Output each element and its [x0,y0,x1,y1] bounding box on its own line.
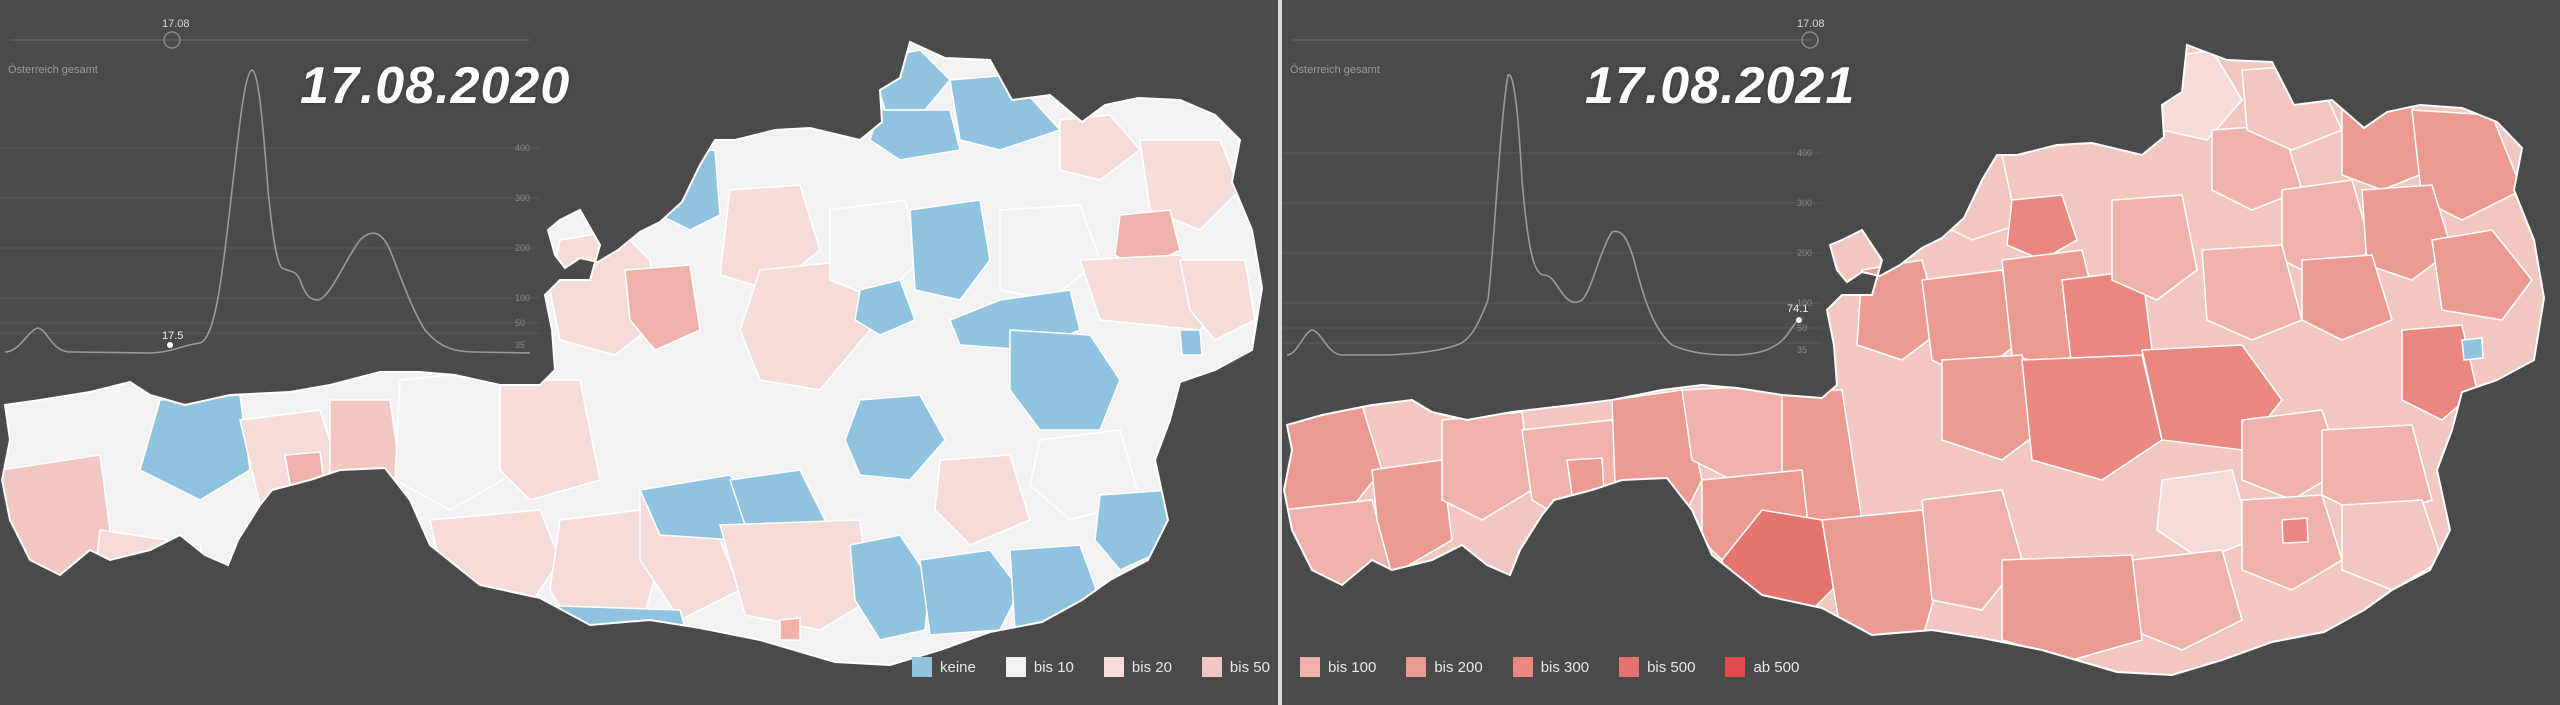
chart-gridlines [0,147,540,334]
legend-swatch [1725,657,1746,677]
map-panel-2020: 17.08 Österreich gesamt 17.5 400 300 200… [0,0,1278,705]
legend-label: bis 50 [1229,658,1270,676]
legend-item-bis-20: bis 20 [1103,657,1172,677]
legend-label: bis 20 [1131,658,1172,676]
incidence-chart-2021 [1282,31,1822,356]
legend-label: bis 300 [1540,658,1590,676]
austria-map-2021 [1282,43,2546,677]
y-tick-35: 35 [1797,345,1808,355]
legend-item-bis-10: bis 10 [1005,657,1074,677]
austria-map-2020 [0,40,1264,667]
legend-swatch [912,657,932,677]
date-title: 17.08.2021 [1585,57,1856,115]
austria-outline [0,40,1264,667]
legend-label: bis 500 [1647,658,1696,676]
legend-swatch [1299,657,1320,677]
legend-item-bis-100: bis 100 [1299,657,1377,677]
slider-value: 17.08 [1797,18,1825,30]
chart-title: Österreich gesamt [8,64,98,76]
y-tick-100: 100 [515,293,531,303]
legend-label: bis 10 [1033,658,1074,676]
panel-divider [1278,0,1282,705]
incidence-legend: keine bis 10 bis 20 bis 50 bis 100 bis 2… [912,657,1829,677]
legend-item-ab-500: ab 500 [1725,657,1799,677]
y-tick-400: 400 [1797,148,1813,158]
legend-item-bis-500: bis 500 [1619,657,1695,677]
slider-value: 17.08 [162,18,190,30]
y-tick-200: 200 [515,243,531,253]
legend-swatch [1201,657,1222,677]
incidence-curve [4,69,531,354]
chart-title: Österreich gesamt [1290,64,1380,76]
curve-value-label: 17.5 [162,330,184,342]
legend-label: bis 200 [1434,658,1483,676]
legend-swatch [1512,657,1533,677]
y-tick-35: 35 [515,340,526,350]
y-tick-300: 300 [1797,198,1813,208]
y-tick-300: 300 [515,193,531,203]
austria-outline [1282,43,2546,677]
legend-swatch [1619,657,1640,677]
legend-item-bis-300: bis 300 [1512,657,1590,677]
date-title: 17.08.2020 [300,57,571,115]
legend-item-bis-50: bis 50 [1201,657,1270,677]
districts-2021 [1284,45,2544,675]
legend-item-keine: keine [912,657,976,677]
chart-gridlines [1282,152,1822,344]
curve-marker [1796,317,1802,323]
legend-swatch [1005,657,1026,677]
districts-2020 [2,42,1262,665]
legend-label: keine [940,658,976,676]
curve-value-label: 74.1 [1787,303,1809,315]
legend-item-bis-200: bis 200 [1406,657,1483,677]
y-tick-50: 50 [1797,323,1808,333]
y-tick-200: 200 [1797,248,1813,258]
y-tick-400: 400 [515,143,531,153]
y-tick-100: 100 [1797,298,1813,308]
time-slider-handle[interactable] [163,31,181,49]
legend-label: bis 100 [1327,658,1377,676]
legend-swatch [1103,657,1124,677]
legend-swatch [1406,657,1427,677]
incidence-curve [1286,74,1801,356]
time-slider-handle[interactable] [1801,31,1819,49]
curve-marker [167,342,173,348]
incidence-chart-2020 [0,31,540,354]
legend-label: ab 500 [1753,658,1800,676]
map-panel-2021: 17.08 Österreich gesamt 74.1 400 300 200… [1282,0,2560,705]
y-tick-50: 50 [515,318,526,328]
